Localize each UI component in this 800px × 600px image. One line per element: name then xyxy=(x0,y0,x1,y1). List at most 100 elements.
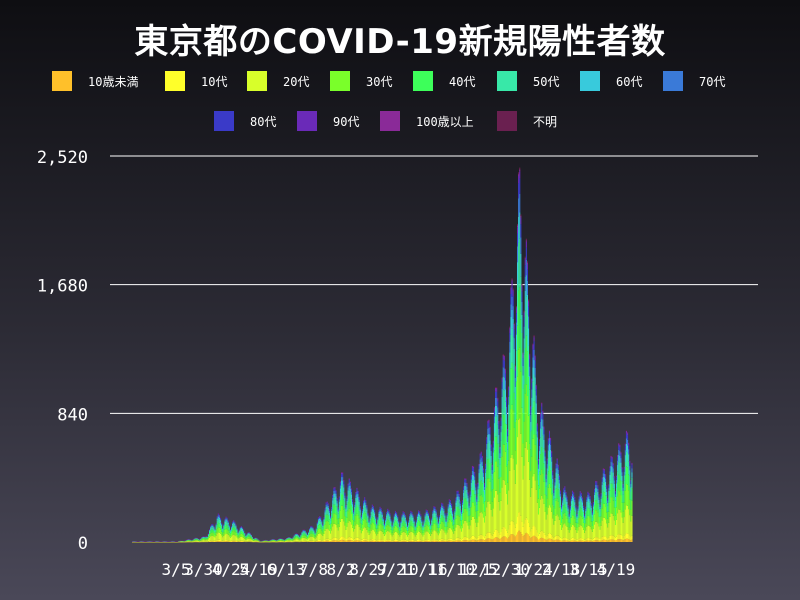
bar-segment xyxy=(320,519,322,522)
bar-segment xyxy=(363,528,365,539)
bar-segment xyxy=(382,521,384,526)
bar-segment xyxy=(454,514,456,520)
bar-segment xyxy=(389,539,391,542)
bar-segment xyxy=(387,514,389,520)
bar-segment xyxy=(234,523,236,526)
bar-segment xyxy=(451,538,453,541)
bar-segment xyxy=(326,504,328,507)
bar-segment xyxy=(434,523,436,531)
bar-segment xyxy=(544,479,546,495)
bar-segment xyxy=(548,431,550,434)
bar-segment xyxy=(475,537,477,541)
bar-segment xyxy=(371,516,373,523)
bar-segment xyxy=(470,519,472,537)
bar-segment xyxy=(379,506,381,508)
bar-segment xyxy=(221,523,223,525)
bar-segment xyxy=(430,525,432,527)
bar-segment xyxy=(237,536,239,539)
bar-segment xyxy=(237,535,239,537)
bar-segment xyxy=(416,515,418,517)
bar-segment xyxy=(489,440,491,449)
bar-segment xyxy=(298,537,300,539)
bar-segment xyxy=(311,528,313,531)
bar-segment xyxy=(314,533,316,534)
bar-segment xyxy=(363,500,365,502)
bar-segment xyxy=(295,537,297,540)
bar-segment xyxy=(375,520,377,524)
bar-segment xyxy=(366,522,368,530)
bar-segment xyxy=(552,472,554,476)
bar-segment xyxy=(225,516,227,518)
bar-segment xyxy=(458,499,460,503)
bar-segment xyxy=(316,525,318,529)
bar-segment xyxy=(552,536,554,540)
bar-segment xyxy=(584,522,586,528)
bar-segment xyxy=(547,445,549,451)
bar-segment xyxy=(453,539,455,542)
bar-segment xyxy=(315,540,317,542)
bar-segment xyxy=(495,391,497,398)
bar-segment xyxy=(488,433,490,443)
bar-segment xyxy=(438,516,440,519)
bar-segment xyxy=(330,517,332,519)
bar-segment xyxy=(416,527,418,533)
bar-segment xyxy=(204,539,206,541)
bar-segment xyxy=(534,367,536,378)
bar-segment xyxy=(343,481,345,485)
bar-segment xyxy=(432,510,434,511)
bar-segment xyxy=(392,541,394,542)
bar-segment xyxy=(440,509,442,512)
bar-segment xyxy=(493,432,495,451)
bar-segment xyxy=(432,520,434,526)
bar-segment xyxy=(224,519,226,521)
bar-segment xyxy=(541,419,543,429)
bar-segment xyxy=(565,501,567,508)
bar-segment xyxy=(566,538,568,541)
bar-segment xyxy=(221,540,223,542)
bar-segment xyxy=(584,516,586,518)
bar-segment xyxy=(448,540,450,542)
bar-segment xyxy=(392,526,394,531)
legend-swatch xyxy=(52,71,72,91)
bar-segment xyxy=(543,448,545,464)
bar-segment xyxy=(359,523,361,531)
bar-segment xyxy=(347,537,349,541)
bar-segment xyxy=(313,531,315,534)
bar-segment xyxy=(416,514,418,516)
bar-segment xyxy=(391,536,393,541)
bar-segment xyxy=(429,529,431,534)
bar-segment xyxy=(519,238,521,288)
bar-segment xyxy=(245,537,247,539)
bar-segment xyxy=(303,535,305,538)
bar-segment xyxy=(463,523,465,538)
bar-segment xyxy=(511,280,513,287)
bar-segment xyxy=(464,508,466,521)
bar-segment xyxy=(224,523,226,527)
bar-segment xyxy=(413,530,415,535)
bar-segment xyxy=(286,539,288,540)
bar-segment xyxy=(332,497,334,501)
bar-segment xyxy=(537,535,539,540)
bar-segment xyxy=(462,520,464,529)
bar-segment xyxy=(383,523,385,525)
bar-segment xyxy=(506,413,508,425)
bar-segment xyxy=(409,532,411,540)
bar-segment xyxy=(475,501,477,512)
bar-segment xyxy=(507,449,509,465)
bar-segment xyxy=(357,537,359,541)
bar-segment xyxy=(479,463,481,471)
bar-segment xyxy=(418,525,420,532)
bar-segment xyxy=(415,520,417,522)
bar-segment xyxy=(447,508,449,512)
bar-segment xyxy=(540,416,542,422)
bar-segment xyxy=(397,516,399,519)
bar-segment xyxy=(455,505,457,512)
bar-segment xyxy=(479,470,481,482)
bar-segment xyxy=(346,510,348,518)
bar-segment xyxy=(381,517,383,522)
bar-segment xyxy=(409,514,411,515)
bar-segment xyxy=(306,537,308,540)
bar-segment xyxy=(303,541,305,542)
bars xyxy=(132,167,633,543)
bar-segment xyxy=(504,423,506,452)
